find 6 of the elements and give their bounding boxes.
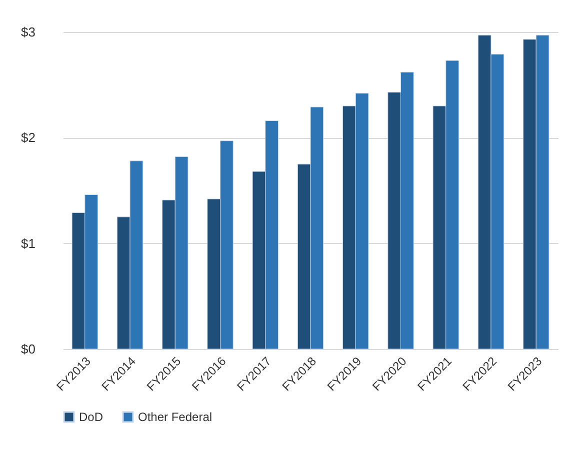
y-tick-label: $0 <box>21 342 36 356</box>
y-tick-label: $3 <box>21 24 36 40</box>
y-tick-label: $1 <box>21 236 36 251</box>
legend-label: Other Federal <box>138 410 212 424</box>
legend-label: DoD <box>79 410 104 424</box>
y-tick-label: $2 <box>21 130 36 146</box>
